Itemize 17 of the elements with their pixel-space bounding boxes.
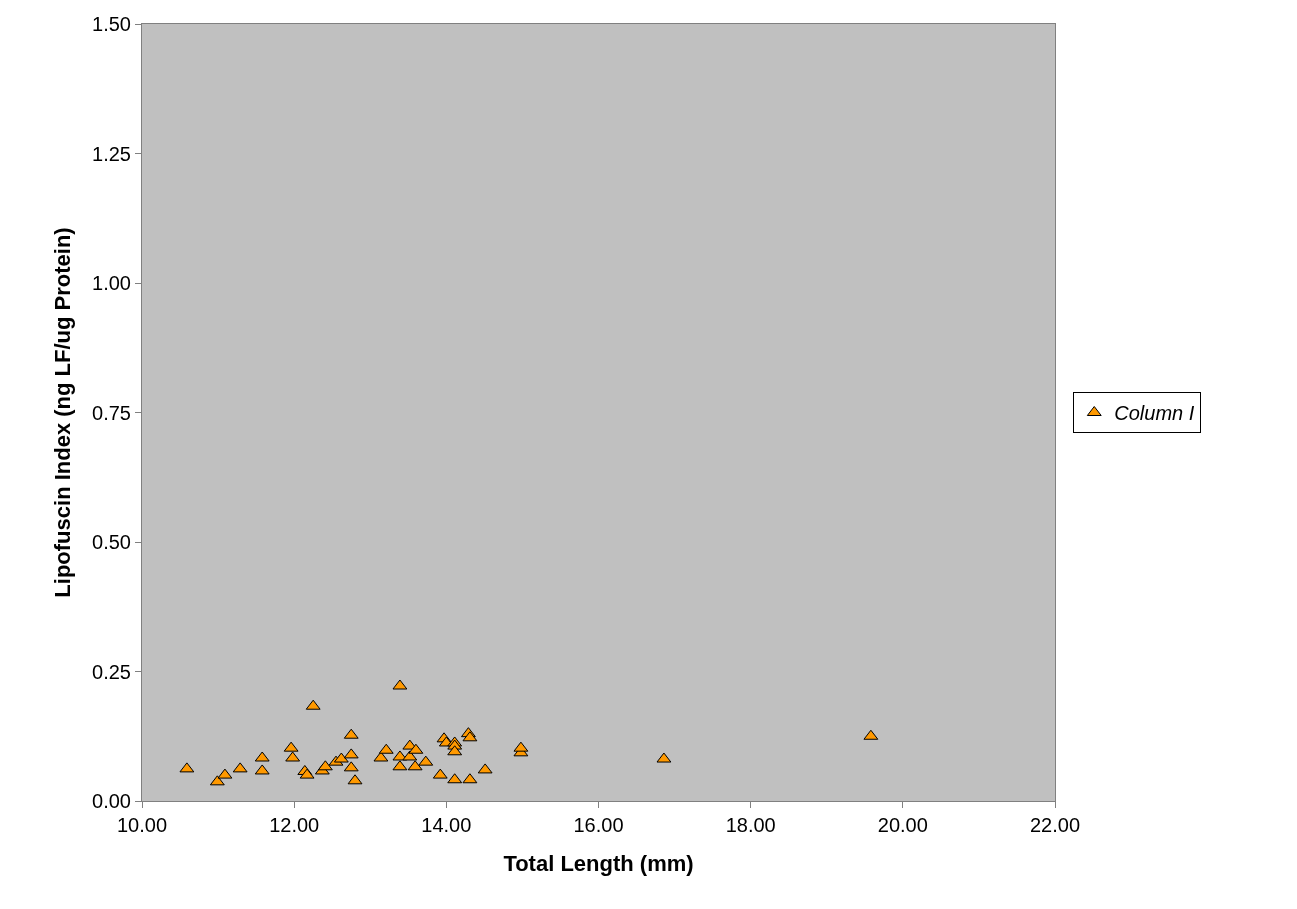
y-tick-label: 0.25 (92, 660, 131, 683)
x-tick-label: 16.00 (573, 814, 624, 836)
y-tick-label: 0.50 (92, 531, 131, 553)
x-tick-label: 12.00 (269, 814, 320, 836)
y-tick-label: 1.00 (92, 272, 131, 294)
y-tick-label: 1.25 (92, 142, 131, 165)
x-tick-label: 20.00 (877, 814, 928, 836)
x-tick-label: 14.00 (421, 814, 472, 836)
x-tick-label: 22.00 (1029, 814, 1081, 836)
y-tick-label: 1.50 (92, 13, 131, 35)
y-tick-label: 0.00 (92, 790, 131, 812)
x-tick-label: 10.00 (116, 814, 168, 836)
x-axis-title: Total Length (mm) (503, 850, 694, 876)
legend-label: Column I (1114, 402, 1195, 425)
x-tick-label: 18.00 (725, 814, 776, 836)
y-axis-title: Lipofuscin Index (ng LF/ug Protein) (49, 227, 75, 598)
y-tick-label: 0.75 (92, 401, 131, 424)
